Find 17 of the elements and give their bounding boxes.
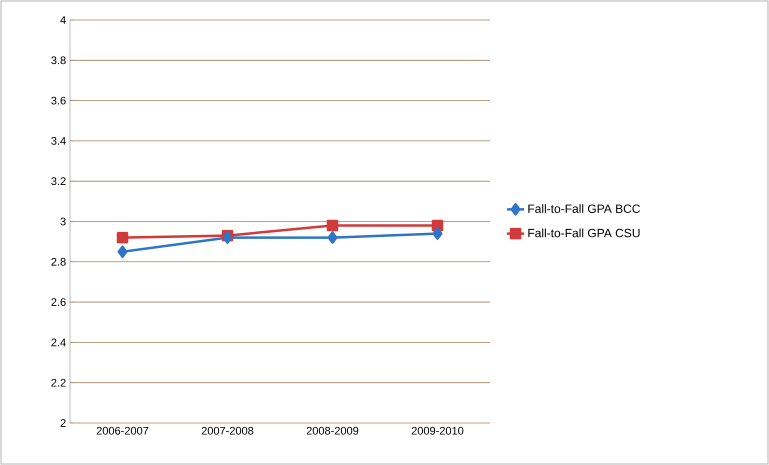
y-tick-label: 2 bbox=[60, 419, 66, 427]
y-tick-label: 3.4 bbox=[51, 137, 66, 145]
y-tick-label: 2.2 bbox=[51, 378, 66, 387]
legend-label: Fall-to-Fall GPA CSU bbox=[528, 228, 640, 238]
y-tick-label: 2.4 bbox=[51, 338, 66, 346]
x-tick-label: 2008-2009 bbox=[306, 426, 358, 435]
y-tick-label: 2.8 bbox=[51, 258, 66, 266]
x-tick-label: 2007-2008 bbox=[202, 426, 254, 435]
y-tick-label: 3 bbox=[60, 218, 66, 226]
y-tick-label: 3.8 bbox=[51, 56, 66, 64]
y-tick-label: 2.6 bbox=[51, 298, 66, 306]
x-tick-label: 2006-2007 bbox=[96, 426, 148, 435]
legend-label: Fall-to-Fall GPA BCC bbox=[528, 204, 640, 213]
y-tick-label: 3.6 bbox=[51, 96, 66, 104]
y-tick-label: 3.2 bbox=[51, 177, 66, 186]
x-tick-label: 2009-2010 bbox=[412, 426, 464, 435]
y-tick-label: 4 bbox=[60, 16, 66, 24]
